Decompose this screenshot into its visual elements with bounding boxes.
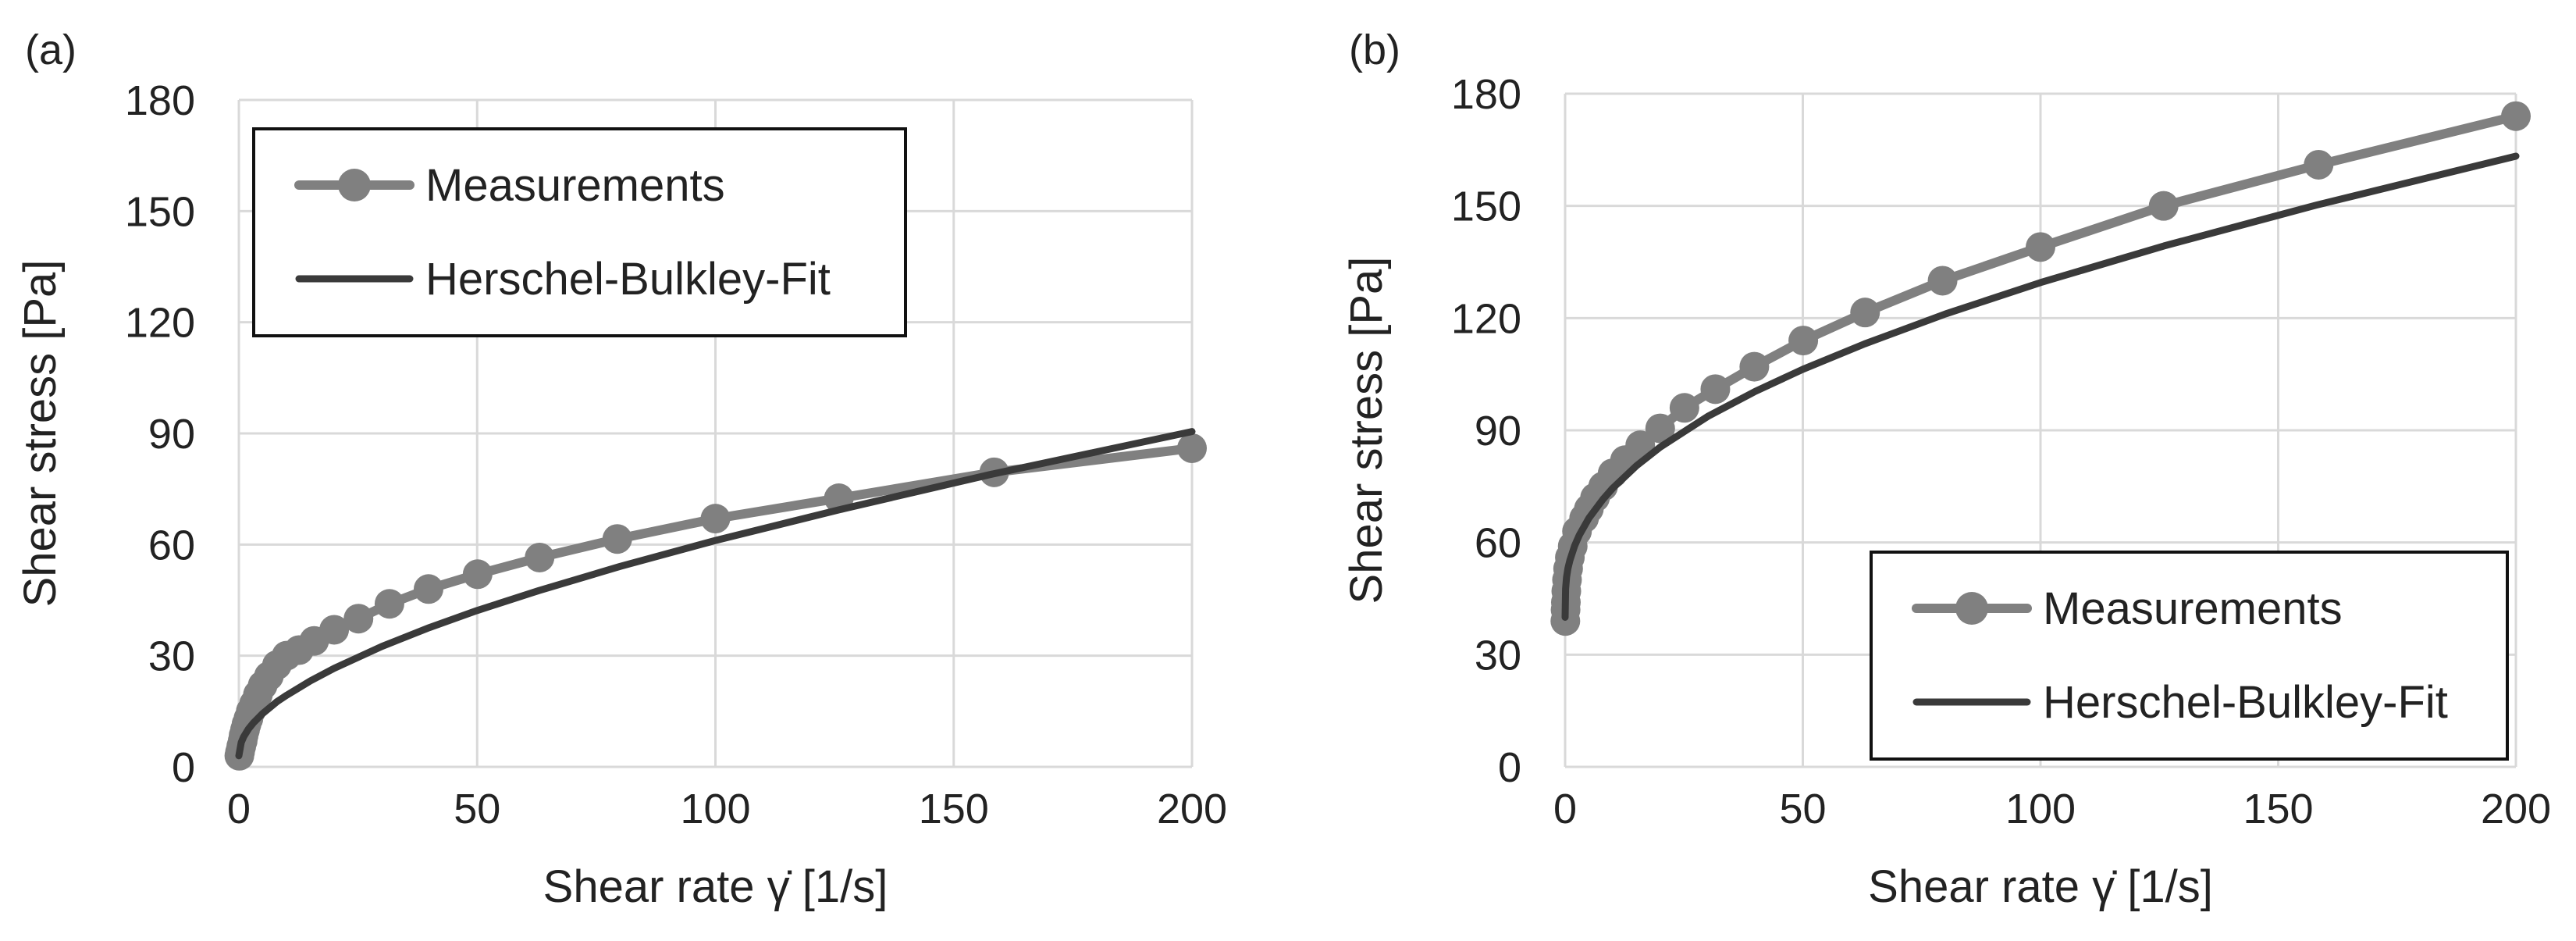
x-tick-label: 200 bbox=[1157, 786, 1227, 832]
legend-label: Measurements bbox=[425, 160, 725, 211]
measurement-point bbox=[1739, 351, 1770, 382]
x-tick-label: 50 bbox=[454, 786, 500, 832]
chart-panel-a: (a) 0 30 60 90 120 150 180 0 50 100 150 200 Shear rat… bbox=[15, 27, 1227, 912]
measurement-point bbox=[2026, 232, 2055, 262]
measurement-point bbox=[525, 542, 555, 572]
y-tick-label: 150 bbox=[1451, 184, 1521, 230]
y-tick-label: 60 bbox=[148, 522, 195, 569]
x-tick-label: 200 bbox=[2481, 786, 2551, 832]
legend-label: Measurements bbox=[2043, 583, 2343, 634]
x-tick-label: 150 bbox=[919, 786, 989, 832]
x-tick-label: 0 bbox=[227, 786, 251, 832]
measurement-point bbox=[413, 574, 443, 604]
series-fit-line bbox=[1561, 152, 2520, 621]
measurement-point bbox=[343, 604, 374, 634]
x-axis-label: Shear rate γ̇ [1/s] bbox=[543, 861, 888, 912]
x-axis-label: Shear rate γ̇ [1/s] bbox=[1868, 861, 2213, 912]
y-tick-label: 90 bbox=[148, 411, 195, 458]
measurement-point bbox=[462, 559, 493, 590]
legend-label: Herschel-Bulkley-Fit bbox=[425, 254, 831, 305]
y-tick-label: 0 bbox=[172, 744, 195, 791]
measurement-point bbox=[1669, 393, 1699, 423]
x-tick-label: 100 bbox=[680, 786, 750, 832]
y-tick-label: 120 bbox=[125, 300, 195, 347]
measurement-point bbox=[1850, 298, 1880, 328]
y-tick-label: 0 bbox=[1498, 744, 1521, 791]
legend: Measurements Herschel-Bulkley-Fit bbox=[1870, 551, 2509, 761]
y-axis-label: Shear stress [Pa] bbox=[15, 260, 66, 608]
y-tick-label: 180 bbox=[1451, 71, 1521, 118]
series-fit-line bbox=[235, 428, 1196, 760]
y-tick-label: 150 bbox=[125, 188, 195, 235]
measurement-point bbox=[2501, 101, 2531, 131]
y-tick-label: 180 bbox=[125, 77, 195, 124]
y-tick-label: 60 bbox=[1475, 520, 1521, 567]
panel-label: (a) bbox=[25, 27, 76, 73]
legend-label: Herschel-Bulkley-Fit bbox=[2043, 677, 2448, 728]
measurement-point bbox=[1700, 374, 1731, 405]
x-tick-label: 100 bbox=[2005, 786, 2076, 832]
measurement-point bbox=[1645, 413, 1675, 444]
legend-box bbox=[1870, 551, 2509, 761]
x-tick-label: 150 bbox=[2243, 786, 2313, 832]
measurement-point bbox=[1177, 433, 1207, 463]
y-axis-label: Shear stress [Pa] bbox=[1341, 257, 1392, 604]
legend: Measurements Herschel-Bulkley-Fit bbox=[252, 127, 907, 337]
x-tick-label: 0 bbox=[1553, 786, 1577, 832]
measurement-point bbox=[1927, 266, 1958, 296]
measurement-point bbox=[1788, 326, 1819, 356]
panel-label: (b) bbox=[1349, 27, 1400, 73]
y-tick-label: 30 bbox=[1475, 632, 1521, 679]
y-tick-label: 30 bbox=[148, 633, 195, 680]
measurement-point bbox=[374, 589, 404, 619]
x-tick-label: 50 bbox=[1779, 786, 1826, 832]
legend-box bbox=[252, 127, 907, 337]
legend-swatch-marker bbox=[338, 169, 371, 201]
y-tick-label: 90 bbox=[1475, 408, 1521, 454]
measurement-point bbox=[602, 524, 632, 554]
y-tick-label: 120 bbox=[1451, 295, 1521, 342]
measurement-point bbox=[700, 504, 731, 534]
legend-swatch-marker bbox=[1955, 592, 1988, 625]
measurement-point bbox=[2148, 191, 2179, 221]
measurement-point bbox=[2304, 149, 2334, 180]
chart-panel-b: (b) 0 30 60 90 120 150 180 0 50 100 150 200 Shear rat… bbox=[1341, 27, 2551, 912]
measurement-point bbox=[319, 615, 350, 645]
